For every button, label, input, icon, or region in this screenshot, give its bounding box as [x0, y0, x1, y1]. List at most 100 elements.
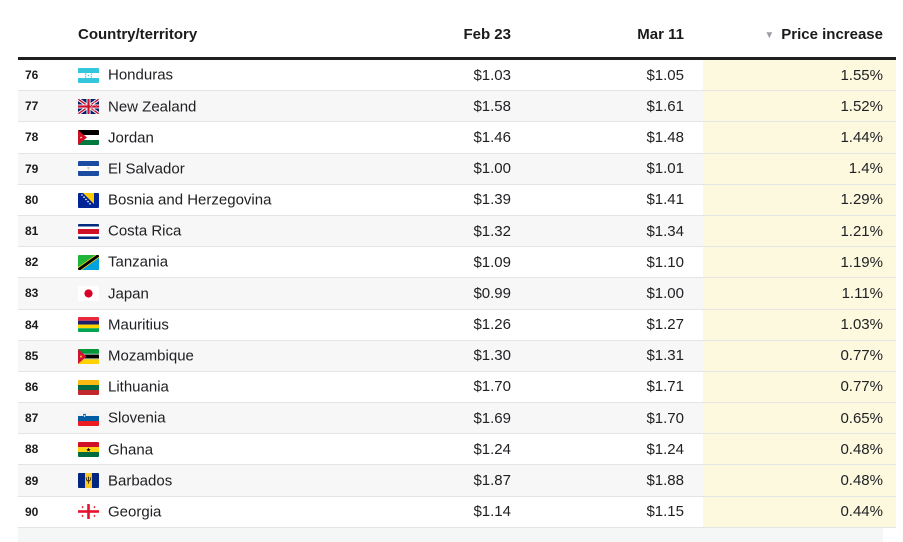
country-name: Tanzania	[108, 253, 169, 271]
country-name: Bosnia and Herzegovina	[108, 191, 272, 209]
table-row: 83 Japan $0.99 $1.00 1.11%	[18, 277, 896, 310]
country-name: Mozambique	[108, 347, 194, 365]
price-feb23: $1.32	[400, 215, 511, 248]
price-increase-value: 1.29%	[703, 184, 896, 215]
price-feb23: $1.70	[400, 371, 511, 404]
price-mar11: $1.01	[511, 153, 684, 185]
country-name: Georgia	[108, 503, 162, 521]
table-body: 76 Honduras $1.03 $1.05 1.55% 77 New Zea…	[18, 58, 896, 528]
price-table-container: Country/territory Feb 23 Mar 11 ▼ Price i…	[18, 0, 896, 542]
table-row: 81 Costa Rica $1.32 $1.34 1.21%	[18, 215, 896, 248]
price-mar11: $1.24	[511, 433, 684, 466]
price-mar11: $1.48	[511, 121, 684, 154]
price-mar11: $1.41	[511, 184, 684, 216]
table-row: 89 Barbados $1.87 $1.88 0.48%	[18, 464, 896, 497]
price-increase-value: 1.55%	[703, 60, 896, 91]
table-row: 79 El Salvador $1.00 $1.01 1.4%	[18, 153, 896, 185]
row-rank: 90	[18, 496, 78, 528]
row-rank: 85	[18, 340, 78, 372]
price-mar11: $1.70	[511, 402, 684, 435]
price-table: Country/territory Feb 23 Mar 11 ▼ Price i…	[18, 0, 896, 528]
price-increase-value: 0.48%	[703, 434, 896, 465]
row-rank: 86	[18, 371, 78, 404]
row-rank: 80	[18, 184, 78, 216]
table-row: 85 Mozambique $1.30 $1.31 0.77%	[18, 340, 896, 372]
country-name: Lithuania	[108, 378, 169, 396]
price-increase-value: 0.48%	[703, 465, 896, 496]
price-increase-value: 0.77%	[703, 340, 896, 371]
row-rank: 87	[18, 402, 78, 435]
row-rank: 88	[18, 433, 78, 466]
country-name: Jordan	[108, 129, 154, 147]
table-row: 84 Mauritius $1.26 $1.27 1.03%	[18, 309, 896, 341]
price-mar11: $1.71	[511, 371, 684, 404]
row-rank: 83	[18, 277, 78, 310]
country-name: Honduras	[108, 66, 174, 84]
price-mar11: $1.05	[511, 58, 684, 92]
row-rank: 82	[18, 246, 78, 279]
price-feb23: $0.99	[400, 277, 511, 310]
new-zealand-flag-icon	[78, 99, 99, 115]
price-increase-value: 0.65%	[703, 403, 896, 434]
ghana-flag-icon	[78, 442, 99, 458]
row-rank: 77	[18, 90, 78, 123]
price-mar11: $1.61	[511, 90, 684, 123]
table-row: 80 Bosnia and Herzegovina $1.39 $1.41 1.…	[18, 184, 896, 216]
price-feb23: $1.24	[400, 433, 511, 466]
header-row: Country/territory Feb 23 Mar 11 ▼ Price i…	[18, 0, 896, 60]
price-feb23: $1.30	[400, 340, 511, 372]
country-name: Japan	[108, 285, 149, 303]
row-rank: 89	[18, 464, 78, 497]
table-row: 76 Honduras $1.03 $1.05 1.55%	[18, 58, 896, 92]
price-increase-value: 1.19%	[703, 247, 896, 278]
price-mar11: $1.88	[511, 464, 684, 497]
header-feb23[interactable]: Feb 23	[400, 0, 511, 60]
header-rank	[18, 0, 78, 60]
price-increase-value: 1.11%	[703, 278, 896, 309]
table-row: 88 Ghana $1.24 $1.24 0.48%	[18, 433, 896, 466]
table-row: 87 Slovenia $1.69 $1.70 0.65%	[18, 402, 896, 435]
lithuania-flag-icon	[78, 379, 99, 395]
price-feb23: $1.69	[400, 402, 511, 435]
bosnia-and-herzegovina-flag-icon	[78, 192, 99, 208]
price-feb23: $1.87	[400, 464, 511, 497]
japan-flag-icon	[78, 286, 99, 302]
price-mar11: $1.10	[511, 246, 684, 279]
price-increase-value: 1.03%	[703, 309, 896, 340]
mauritius-flag-icon	[78, 317, 99, 333]
table-row: 90 Georgia $1.14 $1.15 0.44%	[18, 496, 896, 528]
row-rank: 79	[18, 153, 78, 185]
price-feb23: $1.26	[400, 309, 511, 341]
el-salvador-flag-icon	[78, 161, 99, 177]
row-rank: 81	[18, 215, 78, 248]
barbados-flag-icon	[78, 473, 99, 489]
row-rank: 76	[18, 58, 78, 92]
country-name: Mauritius	[108, 316, 169, 334]
header-mar11[interactable]: Mar 11	[511, 0, 684, 60]
mozambique-flag-icon	[78, 348, 99, 364]
price-increase-value: 1.4%	[703, 153, 896, 184]
price-feb23: $1.58	[400, 90, 511, 123]
price-mar11: $1.34	[511, 215, 684, 248]
price-increase-value: 1.44%	[703, 122, 896, 153]
country-name: Barbados	[108, 472, 173, 490]
table-row: 78 Jordan $1.46 $1.48 1.44%	[18, 121, 896, 154]
price-increase-value: 1.52%	[703, 91, 896, 122]
table-row: 77 New Zealand $1.58 $1.61 1.52%	[18, 90, 896, 123]
price-mar11: $1.27	[511, 309, 684, 341]
country-name: Costa Rica	[108, 222, 182, 240]
table-row: 82 Tanzania $1.09 $1.10 1.19%	[18, 246, 896, 279]
price-feb23: $1.14	[400, 496, 511, 528]
country-name: Slovenia	[108, 409, 166, 427]
row-rank: 78	[18, 121, 78, 154]
costa-rica-flag-icon	[78, 223, 99, 239]
header-price-increase[interactable]: ▼ Price increase	[684, 0, 896, 60]
header-country[interactable]: Country/territory	[78, 0, 400, 60]
country-name: El Salvador	[108, 160, 185, 178]
tanzania-flag-icon	[78, 254, 99, 270]
country-name: Ghana	[108, 441, 154, 459]
price-increase-value: 1.21%	[703, 215, 896, 247]
sort-desc-icon: ▼	[764, 30, 775, 41]
slovenia-flag-icon	[78, 410, 99, 426]
price-increase-value: 0.77%	[703, 371, 896, 403]
